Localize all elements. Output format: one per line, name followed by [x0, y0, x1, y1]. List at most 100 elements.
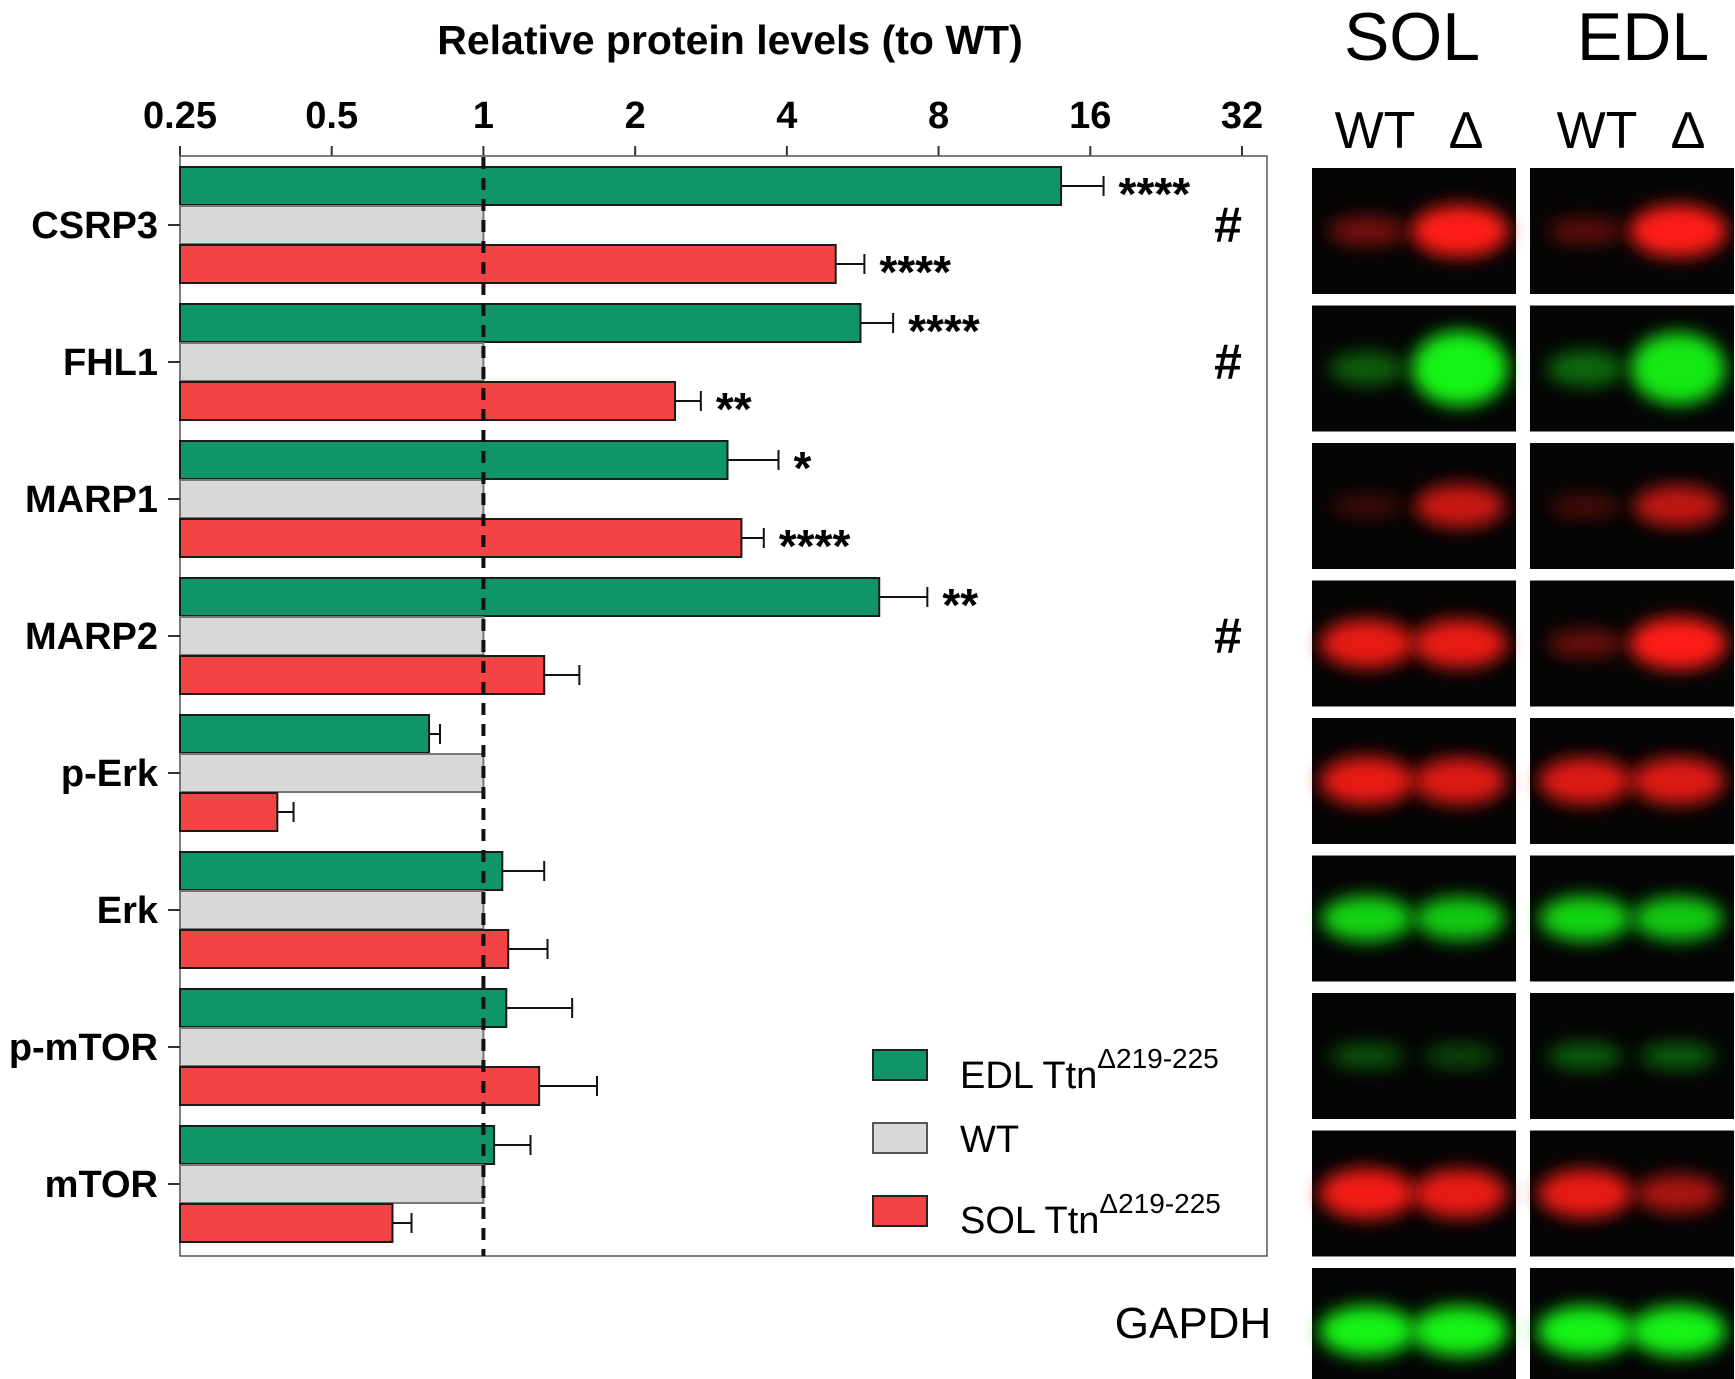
legend-label-sol: SOL TtnΔ219-225 — [960, 1188, 1221, 1242]
chart-title: Relative protein levels (to WT) — [437, 17, 1023, 63]
legend-swatch-sol — [872, 1195, 928, 1227]
bar-wt-erk — [179, 890, 485, 930]
x-tick-label: 0.5 — [305, 95, 358, 137]
bar-wt-p-erk — [179, 753, 485, 793]
blot-band-sol-wt — [1327, 216, 1407, 246]
category-label-mtor: mTOR — [45, 1164, 158, 1206]
blot-band-sol-wt — [1319, 756, 1415, 806]
blot-band-edl-delta — [1630, 332, 1726, 405]
blot-header-sol: SOL — [1344, 0, 1480, 75]
bar-sol-mtor — [179, 1203, 394, 1243]
x-tick-label: 0.25 — [143, 95, 217, 137]
significance-label: **** — [1119, 168, 1191, 220]
blot-band-sol-delta — [1411, 331, 1509, 406]
legend-label-edl: EDL TtnΔ219-225 — [960, 1043, 1219, 1097]
category-label-marp1: MARP1 — [25, 479, 158, 521]
bar-wt-fhl1 — [179, 342, 485, 382]
hash-mark: # — [1214, 334, 1242, 390]
hash-mark: # — [1214, 197, 1242, 253]
lane-label-edl-wt: WT — [1557, 102, 1638, 160]
blot-band-sol-wt — [1331, 494, 1403, 518]
lane-label-sol-wt: WT — [1335, 102, 1416, 160]
blot-band-edl-wt — [1546, 350, 1624, 387]
x-tick-label: 4 — [776, 95, 797, 137]
lane-label-edl-delta: Δ — [1671, 102, 1706, 160]
bar-edl-p-erk — [179, 714, 431, 754]
blot-band-sol-wt — [1330, 1043, 1404, 1069]
blot-band-sol-wt — [1318, 1168, 1416, 1219]
bar-wt-marp1 — [179, 479, 485, 519]
bar-wt-csrp3 — [179, 205, 485, 245]
blot-band-sol-delta — [1411, 205, 1509, 257]
significance-label: ** — [942, 579, 978, 631]
bar-sol-csrp3 — [179, 244, 837, 284]
blot-band-edl-delta — [1629, 617, 1727, 670]
blot-band-sol-delta — [1423, 1044, 1497, 1068]
lane-label-sol-delta: Δ — [1449, 102, 1484, 160]
blot-band-sol-delta — [1412, 1169, 1508, 1218]
bar-edl-marp2 — [179, 577, 881, 617]
blot-band-sol-delta — [1412, 619, 1508, 668]
bar-sol-fhl1 — [179, 381, 677, 421]
bar-sol-p-mtor — [179, 1066, 541, 1106]
blot-band-edl-wt — [1538, 757, 1632, 805]
x-axis: 0.25 0.5 1 2 4 8 16 32 — [143, 95, 1263, 156]
blot-band-edl-delta — [1632, 896, 1724, 941]
bar-edl-p-mtor — [179, 988, 508, 1028]
legend-label-wt: WT — [960, 1119, 1019, 1161]
bar-edl-csrp3 — [179, 166, 1063, 206]
significance-label: **** — [908, 305, 980, 357]
blot-band-edl-delta — [1635, 1174, 1721, 1213]
blot-band-sol-delta — [1411, 1305, 1509, 1357]
x-tick-label: 2 — [625, 95, 646, 137]
bar-sol-marp2 — [179, 655, 546, 695]
bar-wt-mtor — [179, 1164, 485, 1204]
blot-panel — [1312, 168, 1734, 1379]
x-tick-label: 16 — [1069, 95, 1111, 137]
blot-band-edl-wt — [1536, 1305, 1634, 1357]
bar-edl-mtor — [179, 1125, 496, 1165]
blot-band-edl-wt — [1546, 629, 1624, 658]
bar-sol-marp1 — [179, 518, 743, 558]
blot-band-edl-wt — [1537, 1169, 1633, 1218]
category-label-p-erk: p-Erk — [61, 753, 159, 795]
significance-label: * — [793, 442, 811, 494]
bar-sol-erk — [179, 929, 510, 969]
blot-band-edl-delta — [1640, 1042, 1716, 1070]
blot-header-edl: EDL — [1577, 0, 1709, 75]
x-tick-label: 32 — [1221, 95, 1263, 137]
hash-mark: # — [1214, 608, 1242, 664]
significance-label: **** — [879, 246, 951, 298]
bar-wt-marp2 — [179, 616, 485, 656]
category-label-p-mtor: p-mTOR — [9, 1027, 158, 1069]
significance-label: ** — [716, 383, 752, 435]
blot-band-sol-delta — [1413, 757, 1507, 805]
bar-edl-marp1 — [179, 440, 729, 480]
blot-band-sol-wt — [1329, 352, 1405, 385]
y-axis: CSRP3 FHL1 MARP1 MARP2 p-Erk Erk p-mTOR mTOR — [9, 205, 180, 1206]
blot-band-sol-delta — [1414, 896, 1506, 941]
blot-band-edl-wt — [1539, 895, 1631, 942]
blot-band-edl-delta — [1629, 1305, 1727, 1357]
blot-band-edl-delta — [1629, 205, 1727, 257]
legend: EDL TtnΔ219-225 WT SOL TtnΔ219-225 — [872, 1043, 1221, 1242]
category-label-csrp3: CSRP3 — [31, 205, 158, 247]
blot-band-edl-wt — [1548, 494, 1622, 518]
legend-swatch-wt — [872, 1122, 928, 1154]
blot-band-sol-wt — [1321, 895, 1413, 942]
bar-edl-erk — [179, 851, 504, 891]
bar-wt-p-mtor — [179, 1027, 485, 1067]
blot-band-edl-delta — [1633, 485, 1723, 527]
plot-frame — [179, 155, 1268, 1257]
category-label-fhl1: FHL1 — [63, 342, 158, 384]
blot-band-sol-wt — [1318, 1305, 1416, 1357]
x-tick-label: 8 — [928, 95, 949, 137]
blot-band-edl-wt — [1547, 1042, 1623, 1070]
legend-swatch-edl — [872, 1049, 928, 1081]
x-tick-label: 1 — [473, 95, 494, 137]
bar-sol-p-erk — [179, 792, 279, 832]
significance-label: **** — [779, 520, 851, 572]
bar-group: ********#******#*******# — [179, 166, 1242, 1243]
category-label-erk: Erk — [97, 890, 159, 932]
